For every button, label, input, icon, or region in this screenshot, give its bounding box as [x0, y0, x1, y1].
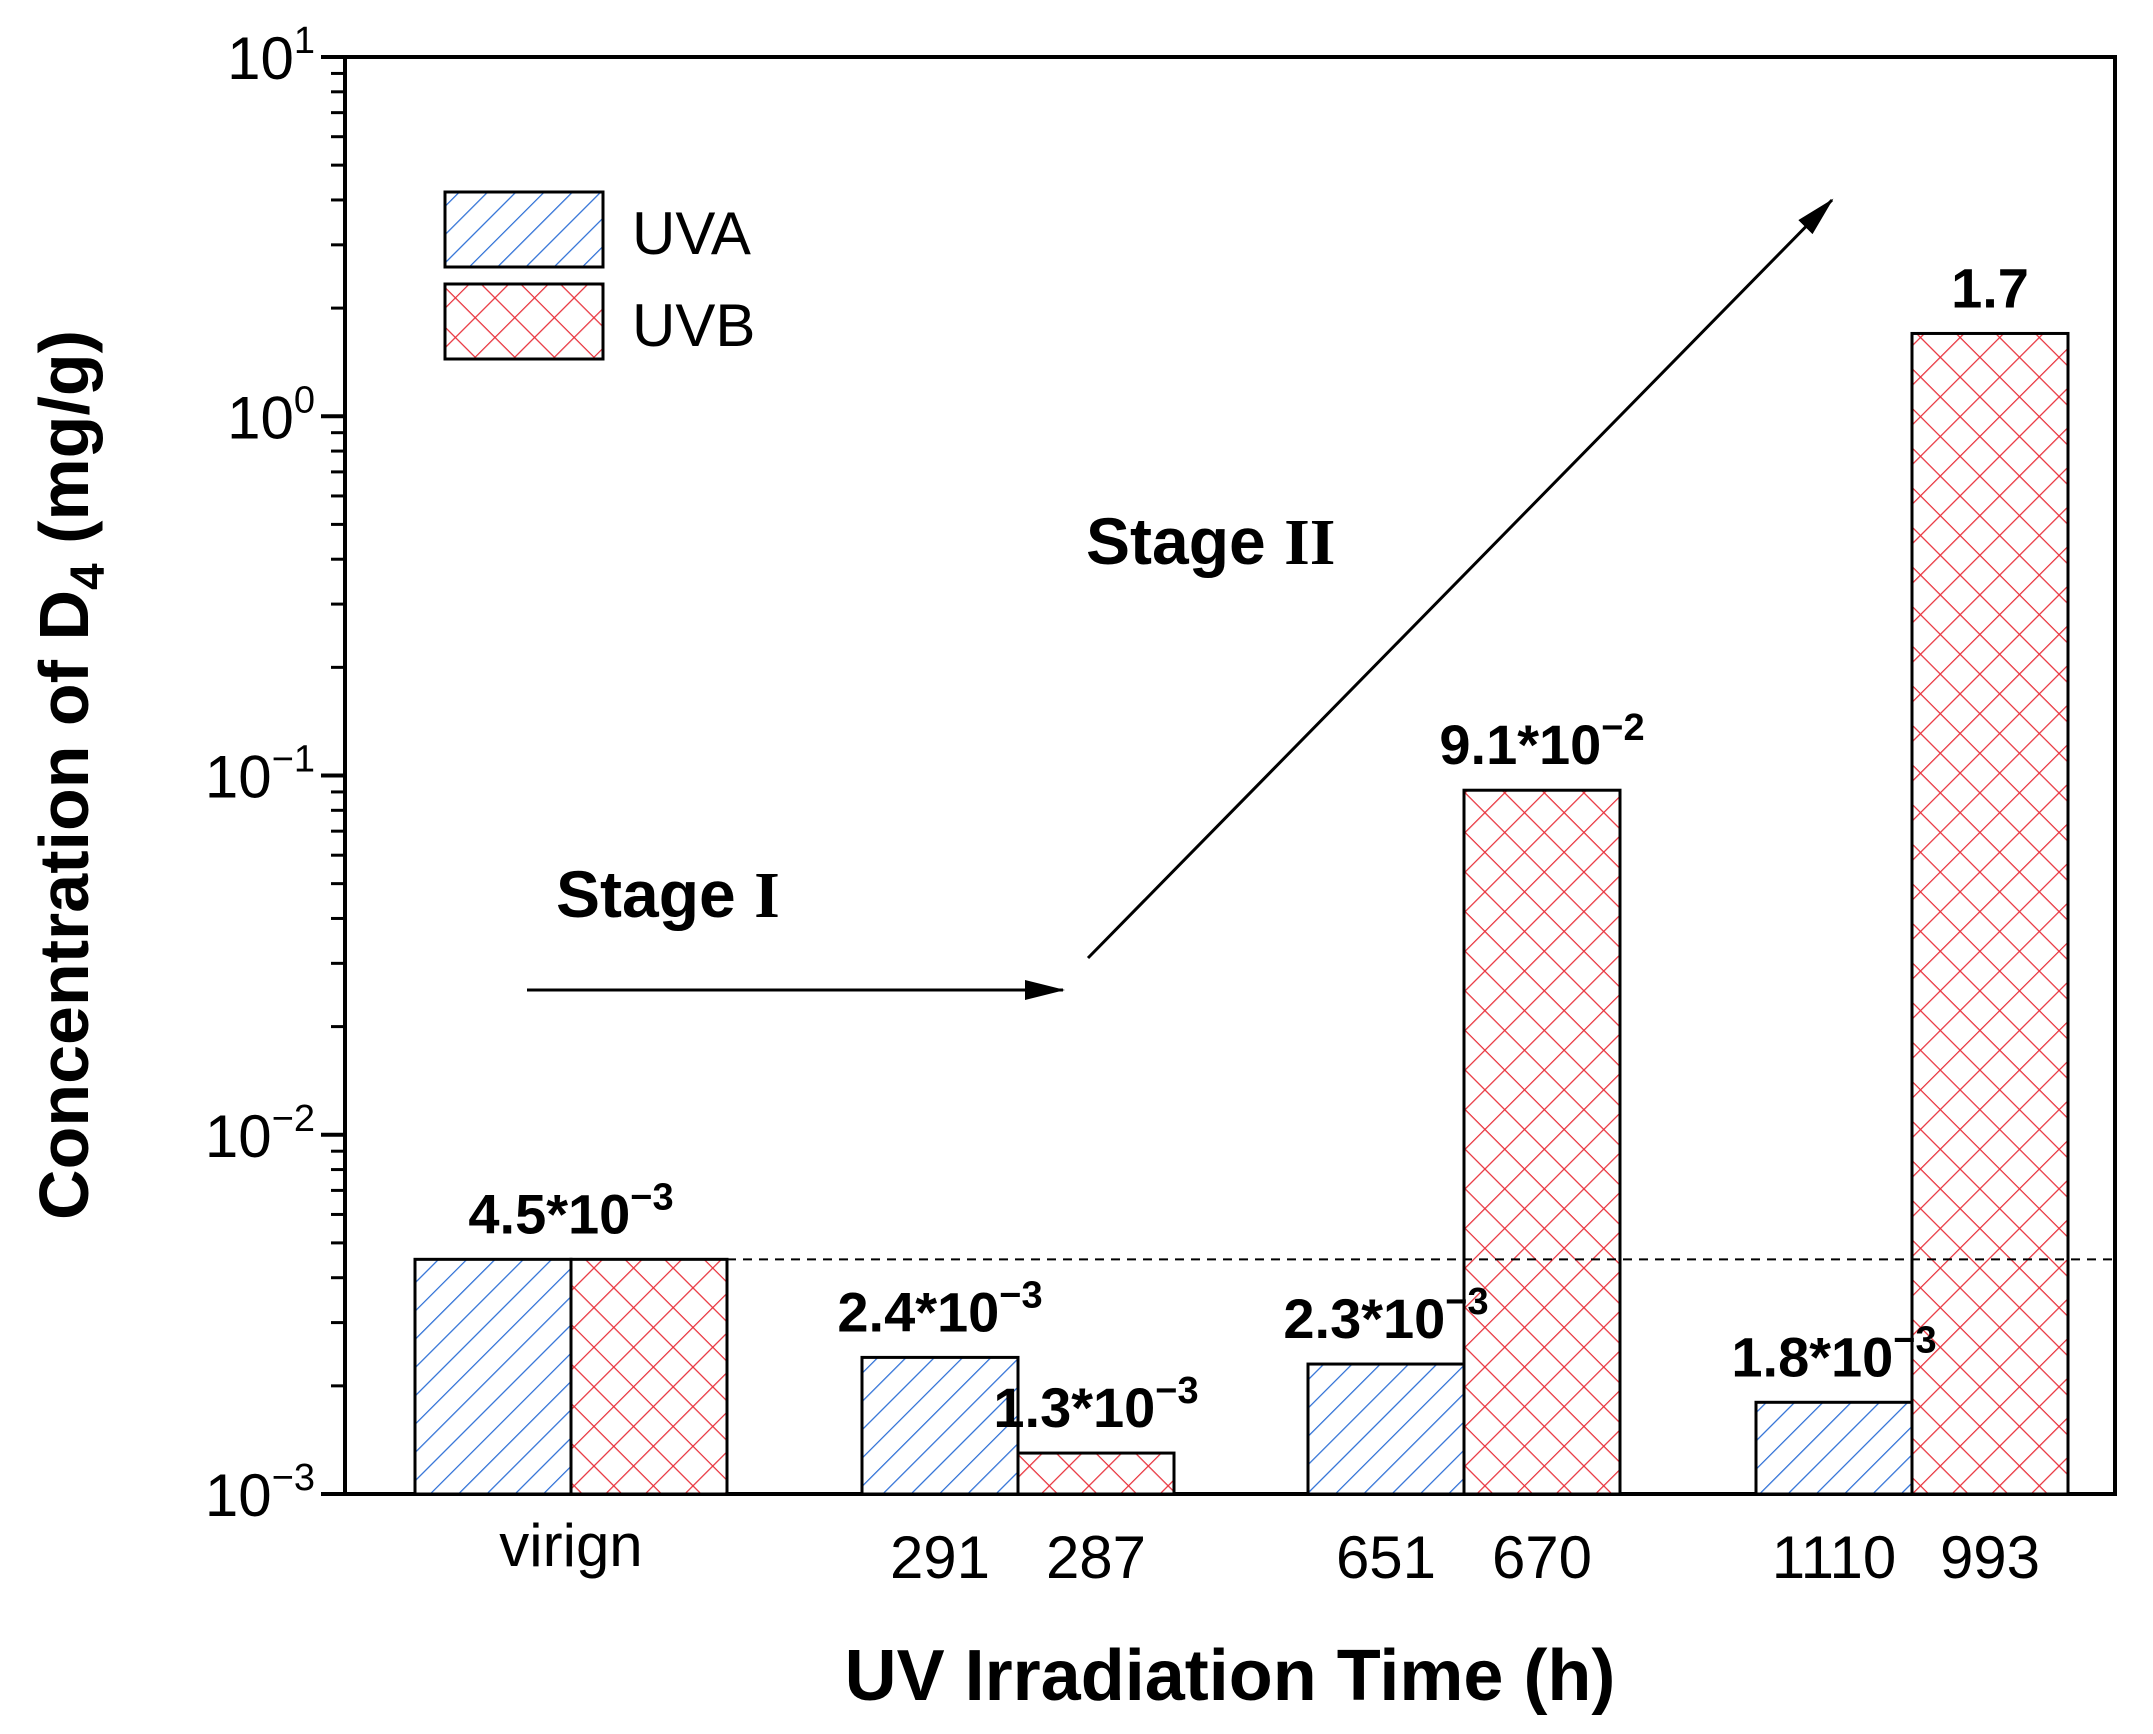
bars: virign 291 287 651 670 1110 993	[413, 331, 2070, 1591]
stage-two-label: Stage II	[1086, 504, 1335, 579]
bar-uva	[860, 1355, 1020, 1496]
bar-uvb	[1016, 1451, 1176, 1496]
y-tick-label: 101	[227, 20, 315, 92]
x-tick-label: 1110	[1772, 1524, 1897, 1591]
x-tick-label: virign	[499, 1512, 642, 1579]
legend-swatch-uvb	[443, 282, 605, 361]
y-tick-label: 100	[227, 379, 315, 451]
value-label: 1.3*10−3	[993, 1370, 1198, 1439]
bar-uvb	[1462, 788, 1622, 1496]
x-tick-label: 651	[1336, 1524, 1436, 1591]
value-label: 2.4*10−3	[837, 1274, 1042, 1343]
y-axis-ticks: 10−3 10−2 10−1 100 101	[205, 20, 345, 1529]
bar-uvb	[1910, 331, 2070, 1496]
legend-label-uva: UVA	[632, 200, 751, 267]
bar-uva	[1754, 1400, 1914, 1496]
x-axis-title: UV Irradiation Time (h)	[845, 1636, 1616, 1716]
y-tick-label: 10−1	[205, 739, 315, 811]
annotations: 4.5*10−3 2.4*10−3 1.3*10−3 2.3*10−3 9.1*10−2…	[468, 256, 2029, 1439]
x-tick-label: 670	[1492, 1524, 1592, 1591]
x-tick-label: 287	[1046, 1524, 1146, 1591]
y-axis-title: Concentration of D4 (mg/g)	[25, 330, 115, 1220]
x-tick-label: 291	[890, 1524, 990, 1591]
legend-label-uvb: UVB	[632, 292, 755, 359]
value-label: 2.3*10−3	[1283, 1281, 1488, 1350]
stage-two-arrow	[1086, 198, 1834, 960]
stage-one-label: Stage I	[556, 857, 780, 932]
value-label: 1.8*10−3	[1731, 1319, 1936, 1388]
y-tick-label: 10−2	[205, 1098, 315, 1170]
y-tick-label: 10−3	[205, 1457, 315, 1529]
bar-uva	[413, 1257, 573, 1496]
x-tick-label: 993	[1940, 1524, 2040, 1591]
value-label: 9.1*10−2	[1439, 707, 1644, 776]
legend: UVA UVB	[443, 190, 755, 361]
legend-swatch-uva	[443, 190, 605, 269]
value-label: 1.7	[1951, 256, 2029, 319]
bar-uva	[1306, 1362, 1466, 1496]
bar-uvb	[569, 1257, 729, 1496]
value-label: 4.5*10−3	[468, 1176, 673, 1245]
